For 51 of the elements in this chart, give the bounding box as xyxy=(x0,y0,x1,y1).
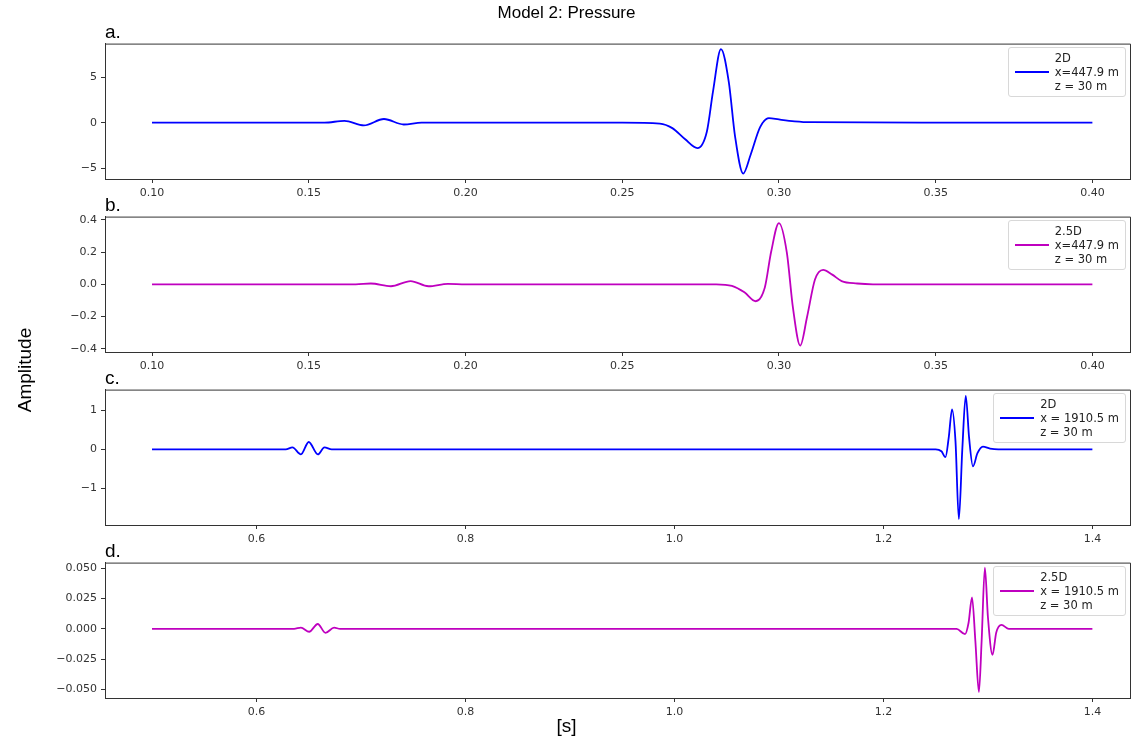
x-tick-label: 0.20 xyxy=(453,359,478,373)
y-tick-label: 0.4 xyxy=(79,212,97,226)
y-tick-label: 0.025 xyxy=(65,591,97,605)
x-tick-label: 0.40 xyxy=(1080,359,1105,373)
y-tick-label: −0.050 xyxy=(56,682,97,696)
text: d. xyxy=(105,540,121,562)
legend-label: 2D x=447.9 m z = 30 m xyxy=(1054,51,1119,93)
x-tick-label: 0.8 xyxy=(456,532,475,546)
legend-label: 2D x = 1910.5 m z = 30 m xyxy=(1040,397,1119,439)
y-tick-label: −0.025 xyxy=(56,652,97,666)
x-tick-label: 0.20 xyxy=(453,186,478,200)
legend-label: 2.5D x=447.9 m z = 30 m xyxy=(1054,224,1119,266)
x-tick-label: 0.6 xyxy=(247,705,266,719)
x-tick-label: 1.2 xyxy=(874,705,893,719)
x-tick-label: 0.15 xyxy=(296,359,321,373)
x-tick-label: 0.10 xyxy=(139,186,165,200)
y-tick-label: 0.000 xyxy=(65,621,97,635)
x-tick-label: 0.40 xyxy=(1080,186,1105,200)
text: a. xyxy=(105,21,121,43)
x-axis-title: [s] xyxy=(556,715,577,736)
y-tick-label: 1 xyxy=(90,403,97,417)
x-tick-label: 1.4 xyxy=(1083,705,1102,719)
x-tick-label: 0.30 xyxy=(766,359,792,373)
y-tick-label: 0.0 xyxy=(79,277,97,291)
x-tick-label: 0.15 xyxy=(296,186,321,200)
text: c. xyxy=(105,367,120,389)
legend-label: 2.5D x = 1910.5 m z = 30 m xyxy=(1040,570,1119,612)
x-tick-label: 0.30 xyxy=(766,186,792,200)
y-tick-label: 5 xyxy=(90,70,97,84)
x-tick-label: 0.25 xyxy=(609,186,635,200)
y-tick-label: 0.2 xyxy=(79,244,97,258)
x-tick-label: 0.35 xyxy=(923,359,948,373)
y-tick-label: 0 xyxy=(90,442,97,456)
x-tick-label: 0.10 xyxy=(139,359,165,373)
x-tick-label: 0.35 xyxy=(923,186,948,200)
x-tick-label: 1.0 xyxy=(665,705,684,719)
y-tick-label: 0.050 xyxy=(65,561,97,575)
y-tick-label: −5 xyxy=(80,160,97,174)
y-axis-title: Amplitude xyxy=(14,327,36,413)
x-tick-label: 0.6 xyxy=(247,532,266,546)
x-tick-label: 1.2 xyxy=(874,532,893,546)
y-tick-label: −0.2 xyxy=(70,309,97,323)
x-tick-label: 0.25 xyxy=(609,359,635,373)
x-tick-label: 0.8 xyxy=(456,705,475,719)
y-tick-label: −0.4 xyxy=(70,341,97,355)
x-tick-label: 1.0 xyxy=(665,532,684,546)
text: b. xyxy=(105,194,121,216)
x-tick-label: 1.4 xyxy=(1083,532,1102,546)
y-tick-label: −1 xyxy=(80,481,97,494)
chart-title: Model 2: Pressure xyxy=(497,3,636,22)
y-tick-label: 0 xyxy=(90,115,97,129)
